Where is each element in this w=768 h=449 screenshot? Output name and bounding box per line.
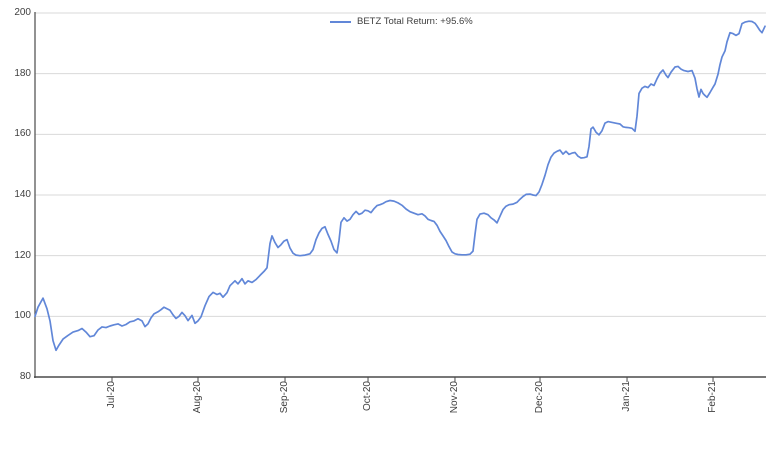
- y-axis-label: 80: [19, 371, 31, 382]
- y-axis-label: 160: [14, 128, 31, 140]
- legend-label: BETZ Total Return: +95.6%: [357, 16, 473, 27]
- x-axis-label: Sep-20: [279, 381, 291, 414]
- y-axis-label: 140: [14, 189, 31, 200]
- y-axis-label: 200: [14, 7, 31, 18]
- legend-line-swatch: [330, 20, 351, 23]
- x-axis-label: Aug-20: [192, 381, 203, 414]
- betz-series-line: [34, 20, 766, 352]
- x-axis-label: Feb-21: [707, 381, 719, 413]
- x-axis-label: Nov-20: [448, 381, 460, 414]
- y-axis-label: 100: [14, 310, 31, 322]
- chart-legend: BETZ Total Return: +95.6%: [330, 16, 473, 27]
- x-axis-label: Oct-20: [362, 381, 374, 412]
- x-axis-label: Dec-20: [534, 381, 545, 414]
- x-axis-label: Jan-21: [621, 381, 633, 412]
- y-axis-label: 120: [14, 249, 31, 261]
- y-axis-label: 180: [14, 67, 31, 79]
- x-axis-label: Jul-20: [106, 381, 117, 409]
